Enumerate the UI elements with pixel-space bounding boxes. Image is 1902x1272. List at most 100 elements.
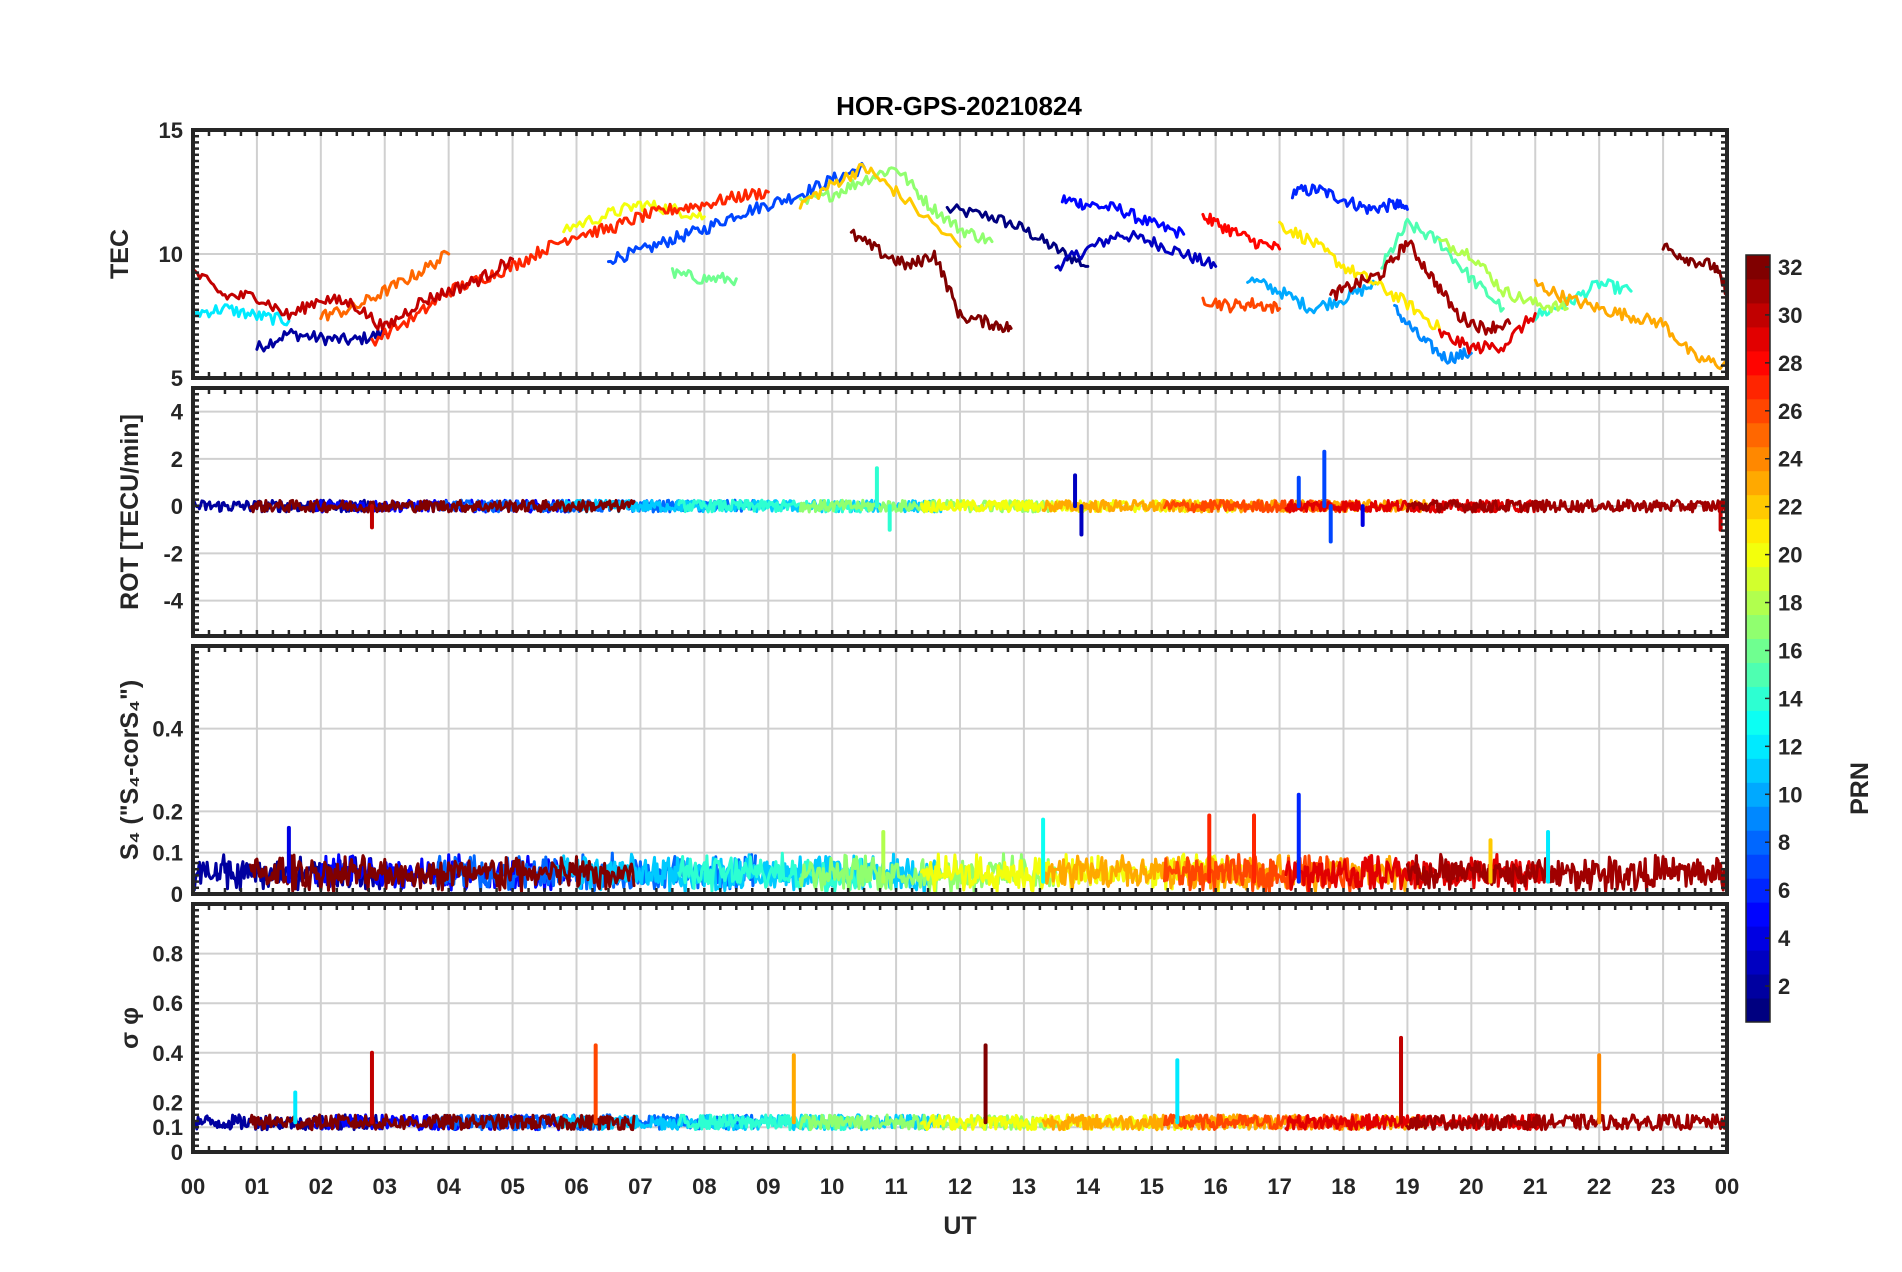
colorbar-segment xyxy=(1746,806,1770,831)
colorbar-tick-label: 6 xyxy=(1778,878,1790,903)
x-tick-label: 19 xyxy=(1395,1174,1419,1199)
colorbar-tick-label: 16 xyxy=(1778,638,1802,663)
colorbar-label: PRN xyxy=(1846,762,1874,815)
x-tick-label: 02 xyxy=(309,1174,333,1199)
y-tick-label: 10 xyxy=(159,242,183,267)
y-tick-label: 0 xyxy=(171,882,183,907)
x-tick-label: 12 xyxy=(948,1174,972,1199)
y-tick-label: 2 xyxy=(171,447,183,472)
x-tick-label: 09 xyxy=(756,1174,780,1199)
tec-series-prn-30 xyxy=(191,256,515,331)
colorbar-segment xyxy=(1746,374,1770,400)
trace-prn-32 xyxy=(249,1113,636,1132)
tec-series-prn-32 xyxy=(1661,242,1729,296)
colorbar-segment xyxy=(1746,950,1770,975)
colorbar-tick-label: 4 xyxy=(1778,926,1791,951)
colorbar-tick-label: 14 xyxy=(1778,686,1803,711)
x-tick-label: 16 xyxy=(1203,1174,1227,1199)
trace-prn-32 xyxy=(249,853,636,894)
colorbar-tick-label: 2 xyxy=(1778,974,1790,999)
tec-series-prn-21 xyxy=(1278,220,1441,331)
colorbar-segment xyxy=(1746,662,1770,687)
x-tick-label: 14 xyxy=(1076,1174,1101,1199)
tec-series-prn-29 xyxy=(1437,312,1537,355)
y-tick-label: 4 xyxy=(171,400,184,425)
colorbar-segment xyxy=(1746,758,1770,783)
colorbar-tick-label: 12 xyxy=(1778,734,1802,759)
y-tick-label: 0.4 xyxy=(152,1041,183,1066)
x-tick-label: 15 xyxy=(1140,1174,1164,1199)
x-tick-label: 00 xyxy=(1715,1174,1739,1199)
x-tick-label: 23 xyxy=(1651,1174,1675,1199)
x-tick-label: 10 xyxy=(820,1174,844,1199)
tec-series-prn-31 xyxy=(1329,239,1512,336)
x-tick-label: 07 xyxy=(628,1174,652,1199)
x-tick-label: 13 xyxy=(1012,1174,1036,1199)
panel-1: 5 10 15 TEC xyxy=(106,118,1729,391)
x-axis-label: UT xyxy=(943,1212,976,1240)
tec-series-prn-32 xyxy=(849,228,1013,334)
tec-series-prn-23 xyxy=(1533,278,1729,371)
x-tick-label: 11 xyxy=(884,1174,907,1199)
colorbar-segment xyxy=(1746,854,1770,879)
y-tick-label: 0 xyxy=(171,494,183,519)
colorbar-tick-label: 26 xyxy=(1778,399,1802,424)
tec-series-prn-20 xyxy=(562,199,706,234)
tec-series-prn-25 xyxy=(319,249,451,322)
tec-series-prn-3 xyxy=(1054,230,1218,272)
colorbar-segment xyxy=(1746,470,1770,496)
tec-series-prn-10 xyxy=(1246,276,1377,315)
colorbar-tick-label: 22 xyxy=(1778,495,1802,520)
x-tick-label: 22 xyxy=(1587,1174,1611,1199)
trace-prn-32 xyxy=(249,498,636,514)
panel-4-ylabel: σ φ xyxy=(116,1007,144,1049)
colorbar-segment xyxy=(1746,422,1770,448)
y-tick-label: -2 xyxy=(163,541,183,566)
y-tick-label: 0.8 xyxy=(152,942,183,967)
colorbar-segment xyxy=(1746,998,1770,1023)
x-tick-label: 21 xyxy=(1523,1174,1547,1199)
colorbar-tick-label: 10 xyxy=(1778,782,1802,807)
y-tick-label: -4 xyxy=(163,589,183,614)
colorbar-tick-label: 30 xyxy=(1778,303,1802,328)
colorbar-segment xyxy=(1746,614,1770,639)
colorbar-segment xyxy=(1746,278,1770,304)
trace-prn-14 xyxy=(677,498,872,514)
trace-prn-31 xyxy=(1405,1113,1729,1132)
tec-series-prn-2 xyxy=(255,327,387,353)
y-tick-label: 5 xyxy=(171,366,183,391)
colorbar-tick-label: 24 xyxy=(1778,447,1803,472)
x-tick-label: 03 xyxy=(373,1174,397,1199)
colorbar-tick-label: 18 xyxy=(1778,591,1802,616)
tec-series-prn-9 xyxy=(1393,303,1473,365)
panel-frame xyxy=(191,386,1729,638)
panel-3-ylabel: S₄ ("S₄-corS₄") xyxy=(116,680,144,860)
y-tick-label: 0.1 xyxy=(152,1115,183,1140)
colorbar-segment xyxy=(1746,326,1770,352)
x-tick-label: 01 xyxy=(245,1174,269,1199)
trace-prn-29 xyxy=(1284,498,1544,514)
panel-4: 00.10.2 0.4 0.6 0.8 σ φ xyxy=(116,902,1729,1165)
panel-4-series xyxy=(191,1035,1729,1132)
tec-series-prn-28 xyxy=(1201,212,1282,251)
x-tick-label: 20 xyxy=(1459,1174,1483,1199)
trace-prn-31 xyxy=(1405,498,1729,514)
trace-prn-31 xyxy=(1405,852,1729,894)
panel-frame xyxy=(191,902,1729,1154)
panel-3-series xyxy=(191,792,1729,896)
y-tick-label: 0.2 xyxy=(152,1090,183,1115)
x-tick-label: 05 xyxy=(500,1174,524,1199)
panel-3: 0 0.1 0.2 0.4 S₄ ("S₄-corS₄") xyxy=(116,644,1729,907)
x-tick-label: 17 xyxy=(1267,1174,1291,1199)
tec-series-prn-5 xyxy=(1060,194,1186,239)
y-tick-label: 0.6 xyxy=(152,991,183,1016)
panel-2-ylabel: ROT [TECU/min] xyxy=(116,414,144,610)
tec-series-prn-12 xyxy=(191,303,291,327)
panel-frame xyxy=(191,644,1729,896)
panel-2: -4 -2 0 2 4 ROT [TECU/min] xyxy=(116,386,1729,638)
x-tick-label: 00 xyxy=(181,1174,205,1199)
trace-prn-23 xyxy=(1041,1113,1429,1132)
y-tick-label: 0 xyxy=(171,1140,183,1165)
colorbar-frame xyxy=(1745,254,1771,1023)
